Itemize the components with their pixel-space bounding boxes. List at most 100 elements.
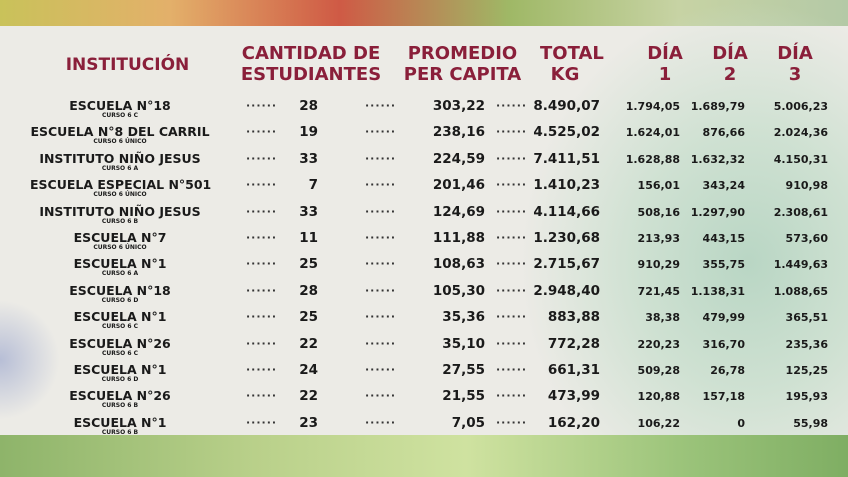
dot-leader: ······ [246, 363, 278, 376]
dia-1-value: 106,22 [637, 416, 680, 430]
table-row: ESCUELA N°18 CURSO 6 C ······ 28 ······ 303,2… [0, 99, 848, 125]
cantidad-value: 22 [299, 388, 318, 405]
dot-leader: ······ [365, 125, 397, 139]
dot-leader: ······ [496, 310, 528, 324]
course-label: CURSO 6 ÚNICO [93, 138, 147, 146]
dia-3-value: 1.449,63 [773, 258, 828, 272]
dot-leader: ······ [246, 389, 278, 403]
total-kg-value: 162,20 [547, 414, 600, 431]
cantidad-value: 7 [308, 177, 318, 194]
table-row: ESCUELA N°1 CURSO 6 B ······ 23 ······ 7,05 ··… [0, 414, 848, 442]
promedio-value: 35,36 [442, 309, 485, 326]
promedio-value: 105,30 [432, 282, 485, 299]
dia-1-value: 156,01 [637, 179, 680, 193]
promedio-value: 7,05 [451, 414, 485, 431]
promedio-value: 303,22 [432, 98, 485, 114]
table-row: ESCUELA N°7 CURSO 6 ÚNICO ······ 11 ······ 11… [0, 231, 848, 257]
institution-name: ESCUELA N°18 [69, 282, 171, 298]
header-dia-1: DÍA 1 [640, 43, 690, 85]
course-label: CURSO 6 ÚNICO [93, 191, 147, 199]
course-label: CURSO 6 C [101, 349, 139, 357]
institution-name: ESCUELA N°26 [69, 388, 171, 404]
course-label: CURSO 6 C [101, 323, 139, 331]
course-label: CURSO 6 D [101, 376, 139, 383]
institution-name: INSTITUTO NIÑO JESUS [39, 150, 201, 166]
header-dia-2-label: DÍA [712, 43, 748, 64]
dot-leader: ······ [365, 151, 397, 165]
dia-3-value: 5.006,23 [773, 100, 828, 113]
course-label: CURSO 6 D [101, 296, 139, 304]
dot-leader: ······ [496, 415, 528, 429]
dot-leader: ······ [246, 151, 278, 165]
table-row: ESCUELA N°26 CURSO 6 C ······ 22 ······ 35,10… [0, 336, 848, 363]
dia-1-value: 220,23 [637, 337, 680, 351]
cantidad-value: 19 [299, 124, 318, 141]
total-kg-value: 473,99 [547, 388, 600, 405]
header-promedio-line1: PROMEDIO [407, 43, 518, 64]
promedio-value: 21,55 [442, 388, 485, 405]
table-row: INSTITUTO NIÑO JESUS CURSO 6 A ······ 33 ···… [0, 150, 848, 178]
header-dia-1-number: 1 [658, 64, 672, 85]
dot-leader: ······ [496, 125, 528, 139]
dot-leader: ······ [365, 257, 397, 271]
course-label: CURSO 6 B [101, 217, 139, 225]
dia-1-value: 1.624,01 [625, 126, 680, 140]
dot-leader: ······ [365, 389, 397, 403]
header-cantidad-line1: CANTIDAD DE [241, 43, 381, 64]
dot-leader: ······ [365, 310, 397, 324]
header-dia-2-number: 2 [723, 64, 737, 85]
header-dia-1-label: DÍA [647, 43, 683, 64]
cantidad-value: 33 [299, 203, 318, 220]
institution-name: ESCUELA N°7 [73, 230, 167, 245]
institution-name: ESCUELA N°1 [73, 309, 167, 325]
table-row: ESCUELA N°26 CURSO 6 B ······ 22 ······ 21,55… [0, 389, 848, 415]
dot-leader: ······ [246, 99, 278, 112]
course-label: CURSO 6 A [101, 164, 139, 172]
dia-3-value: 910,98 [785, 179, 828, 193]
dia-2-value: 157,18 [702, 390, 745, 404]
right-decoration [518, 0, 848, 477]
dia-3-value: 235,36 [785, 337, 828, 351]
dot-leader: ······ [496, 178, 528, 192]
dia-3-value: 2.024,36 [773, 126, 828, 140]
dot-leader: ······ [246, 257, 278, 271]
institution-name: ESCUELA ESPECIAL N°501 [30, 177, 212, 193]
promedio-value: 27,55 [442, 362, 485, 378]
dia-3-value: 1.088,65 [773, 284, 828, 298]
dot-leader: ······ [365, 204, 397, 218]
header-total: TOTAL KG [540, 43, 604, 85]
dot-leader: ······ [365, 336, 397, 350]
dot-leader: ······ [365, 99, 397, 112]
header-cantidad: CANTIDAD DE ESTUDIANTES [235, 43, 387, 85]
dot-leader: ······ [246, 178, 278, 192]
cantidad-value: 23 [299, 414, 318, 431]
total-kg-value: 4.114,66 [533, 203, 600, 220]
promedio-value: 201,46 [432, 177, 485, 194]
promedio-value: 108,63 [432, 256, 485, 273]
dia-1-value: 1.628,88 [625, 152, 680, 166]
dot-leader: ······ [246, 336, 278, 350]
cantidad-value: 25 [299, 256, 318, 273]
dia-1-value: 120,88 [637, 390, 680, 404]
dia-2-value: 1.297,90 [690, 205, 745, 219]
dot-leader: ······ [365, 363, 397, 376]
table-row: ESCUELA N°1 CURSO 6 D ······ 24 ······ 27,55 ·… [0, 363, 848, 389]
dia-2-value: 343,24 [702, 179, 745, 193]
promedio-value: 124,69 [432, 203, 485, 220]
promedio-value: 111,88 [432, 230, 485, 246]
dia-2-value: 479,99 [702, 311, 745, 325]
promedio-value: 238,16 [432, 124, 485, 141]
course-label: CURSO 6 C [101, 112, 139, 119]
table-row: ESCUELA ESPECIAL N°501 CURSO 6 ÚNICO ·····… [0, 178, 848, 204]
dia-3-value: 573,60 [785, 232, 828, 245]
dia-1-value: 213,93 [637, 232, 680, 245]
header-institucion: INSTITUCIÓN [65, 55, 190, 75]
total-kg-value: 1.230,68 [533, 230, 600, 246]
dia-2-value: 443,15 [702, 232, 745, 245]
dia-3-value: 125,25 [785, 364, 828, 377]
header-cantidad-line2: ESTUDIANTES [240, 64, 382, 85]
dia-1-value: 509,28 [637, 364, 680, 377]
promedio-value: 224,59 [432, 150, 485, 167]
dot-leader: ······ [496, 363, 528, 376]
dot-leader: ······ [496, 283, 528, 297]
